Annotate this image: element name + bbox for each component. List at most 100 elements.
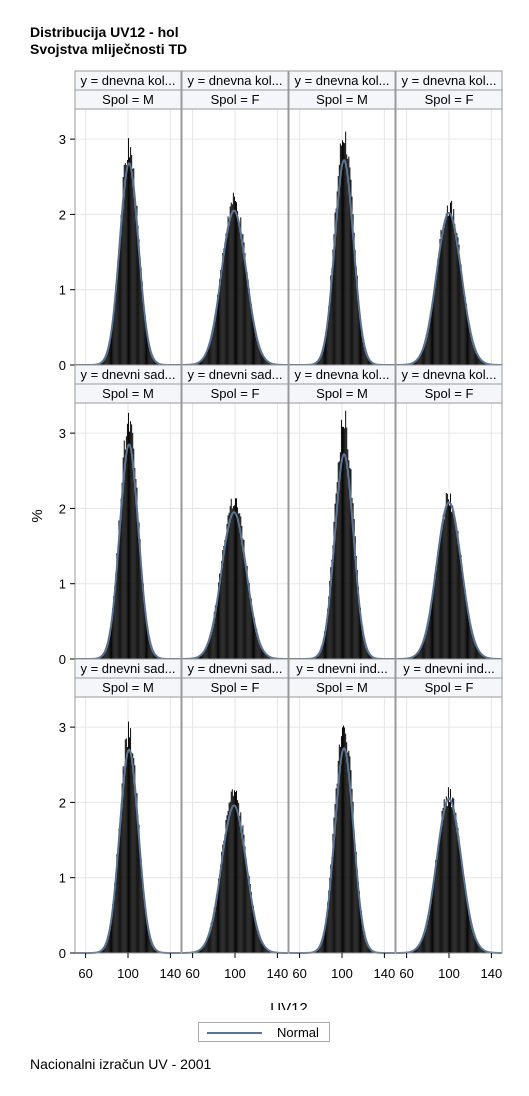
histogram-bar	[210, 631, 212, 659]
histogram-bar	[470, 919, 472, 953]
histogram-bar	[422, 348, 424, 365]
histogram-bar	[422, 642, 424, 659]
histogram-bar	[368, 652, 370, 659]
histogram-bar	[221, 851, 223, 953]
histogram-bar	[268, 950, 270, 953]
histogram-bar	[344, 143, 346, 365]
histogram-bar	[242, 825, 244, 953]
histogram-bar	[346, 742, 348, 953]
histogram-bar	[437, 553, 439, 659]
histogram-bar	[250, 598, 252, 659]
histogram-bar	[209, 339, 211, 365]
histogram-bar	[433, 879, 435, 953]
histogram-bar	[481, 654, 483, 659]
histogram-bar	[360, 906, 361, 953]
histogram-bar	[256, 628, 258, 659]
histogram-bar	[207, 641, 209, 659]
x-tick-label: 140	[267, 966, 289, 981]
normal-curve	[182, 511, 288, 660]
histogram-bar	[200, 949, 201, 953]
histogram-bar	[462, 578, 464, 659]
histogram-bar	[254, 913, 256, 953]
histogram-bar	[330, 567, 332, 659]
histogram-bar	[446, 205, 448, 365]
histogram-bar	[265, 654, 267, 659]
histogram-bar	[257, 930, 259, 953]
histogram-bar	[320, 941, 322, 953]
histogram-bar	[415, 360, 417, 365]
histogram-bar	[369, 948, 371, 953]
histogram-bar	[103, 652, 105, 659]
legend-normal-label: Normal	[277, 1025, 319, 1040]
histogram-bar	[106, 350, 108, 365]
histogram-bar	[198, 655, 200, 659]
histogram-bar	[356, 275, 358, 365]
histogram-bar	[420, 941, 422, 953]
y-tick-label: 0	[59, 652, 66, 667]
histogram-bar	[437, 259, 439, 365]
histogram-bar	[447, 215, 449, 365]
histogram-bar	[147, 625, 149, 659]
histogram-bar	[263, 651, 265, 659]
histogram-bar	[450, 788, 452, 953]
panel-header-spol-label: Spol = M	[316, 386, 368, 401]
histogram-bar	[138, 824, 140, 953]
histogram-bar	[441, 529, 443, 659]
histogram-bar	[317, 948, 319, 953]
histogram-bar	[456, 534, 458, 659]
histogram-bar	[237, 507, 239, 659]
histogram-bar	[331, 268, 333, 365]
histogram-bar	[363, 634, 365, 659]
histogram-bar	[262, 649, 264, 659]
histogram-bar	[428, 319, 430, 365]
histogram-bar	[211, 627, 213, 659]
histogram-bar	[255, 920, 257, 953]
histogram-bar	[120, 804, 122, 953]
histogram-bar	[348, 460, 350, 659]
histogram-bar	[259, 642, 261, 659]
histogram-bar	[434, 284, 436, 365]
histogram-bar	[427, 914, 429, 953]
panel-header-spol-label: Spol = F	[211, 92, 260, 107]
histogram-bar	[332, 249, 334, 365]
histogram-bar	[326, 913, 328, 953]
histogram-bar	[244, 253, 246, 365]
histogram-bar	[339, 452, 341, 659]
histogram-bar	[362, 625, 364, 659]
histogram-bar	[137, 815, 139, 953]
histogram-bar	[101, 949, 103, 953]
histogram-bar	[228, 803, 230, 953]
histogram-bar	[329, 580, 331, 659]
histogram-bar	[469, 618, 471, 659]
histogram-bar	[477, 943, 479, 953]
histogram-bar	[131, 424, 133, 659]
histogram-bar	[438, 546, 440, 659]
histogram-bar	[335, 788, 337, 953]
histogram-bar	[353, 829, 355, 953]
histogram-bar	[231, 789, 233, 953]
histogram-bar	[362, 920, 364, 953]
histogram-bar	[108, 340, 110, 365]
histogram-bar	[241, 829, 243, 953]
histogram-bar	[129, 737, 131, 953]
histogram-bar	[119, 817, 121, 953]
histogram-bar	[464, 590, 466, 659]
histogram-bar	[208, 343, 210, 365]
histogram-bar	[440, 830, 442, 953]
histogram-bar	[474, 936, 476, 953]
histogram-bar	[135, 479, 137, 659]
histogram-bar	[479, 946, 481, 953]
histogram-bar	[460, 860, 462, 953]
histogram-bar	[246, 272, 248, 365]
histogram-bar	[141, 281, 143, 365]
histogram-bar	[218, 582, 219, 659]
histogram-bar	[117, 847, 119, 953]
histogram-bar	[146, 325, 147, 365]
normal-curve	[395, 211, 503, 366]
histogram-bar	[320, 353, 322, 365]
x-tick-label: 60	[292, 966, 306, 981]
histogram-bar	[107, 638, 109, 659]
histogram-bar	[460, 264, 462, 365]
histogram-bar	[364, 638, 366, 659]
histogram-bar	[235, 200, 236, 365]
